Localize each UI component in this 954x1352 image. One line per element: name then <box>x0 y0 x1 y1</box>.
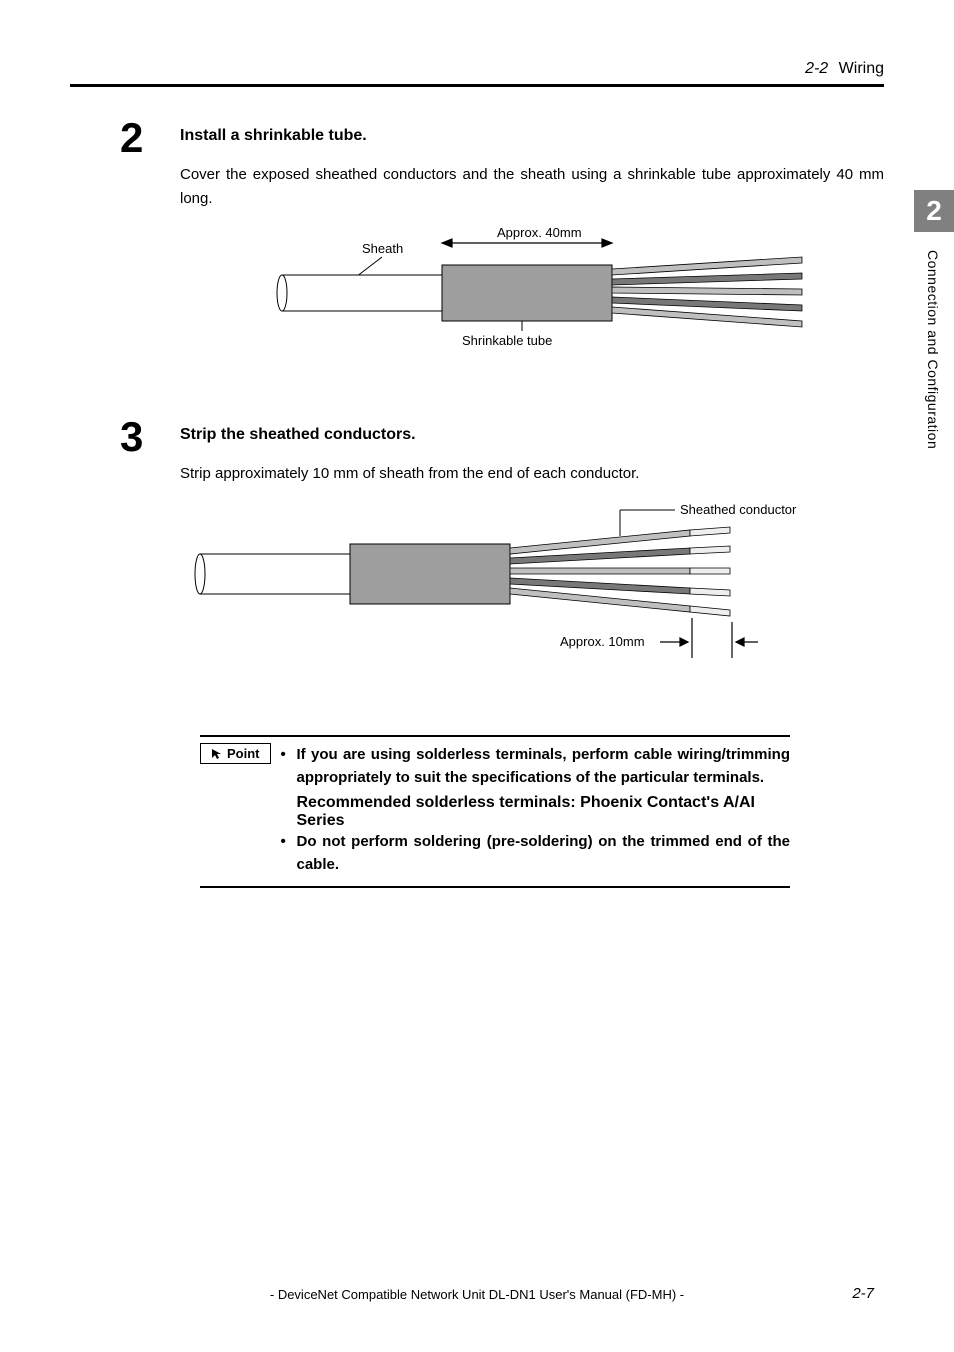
step-description: Cover the exposed sheathed conductors an… <box>180 163 884 211</box>
header-section: 2-2 <box>805 60 828 77</box>
step-title: Strip the sheathed conductors. <box>180 426 884 444</box>
sheath-label: Sheath <box>362 241 403 256</box>
cursor-icon <box>211 748 223 760</box>
chapter-side-label: Connection and Configuration <box>925 250 941 449</box>
step-number: 3 <box>120 416 180 705</box>
diagram-strip-conductor: Sheathed conductor <box>190 500 884 675</box>
footer-text: - DeviceNet Compatible Network Unit DL-D… <box>0 1287 954 1302</box>
step-3: 3 Strip the sheathed conductors. Strip a… <box>120 416 884 705</box>
point-tag: Point <box>200 743 271 764</box>
step-2: 2 Install a shrinkable tube. Cover the e… <box>120 117 884 390</box>
step-number: 2 <box>120 117 180 390</box>
step-title: Install a shrinkable tube. <box>180 127 884 145</box>
chapter-tab: 2 <box>914 190 954 232</box>
dim-label: Approx. 40mm <box>497 225 582 240</box>
header-title: Wiring <box>839 60 884 77</box>
point-item: If you are using solderless terminals, p… <box>281 743 791 790</box>
step-description: Strip approximately 10 mm of sheath from… <box>180 462 884 486</box>
page-header: 2-2 Wiring <box>70 60 884 87</box>
page-number: 2-7 <box>852 1285 874 1302</box>
point-callout: Point If you are using solderless termin… <box>200 735 790 888</box>
tube-label: Shrinkable tube <box>462 333 552 348</box>
dim-label-2: Approx. 10mm <box>560 634 645 649</box>
conductor-label: Sheathed conductor <box>680 502 797 517</box>
diagram-shrink-tube: Approx. 40mm Sheath <box>180 225 884 360</box>
point-label: Point <box>227 746 260 761</box>
point-sub: Recommended solderless terminals: Phoeni… <box>281 794 791 830</box>
point-item: Do not perform soldering (pre-soldering)… <box>281 830 791 877</box>
